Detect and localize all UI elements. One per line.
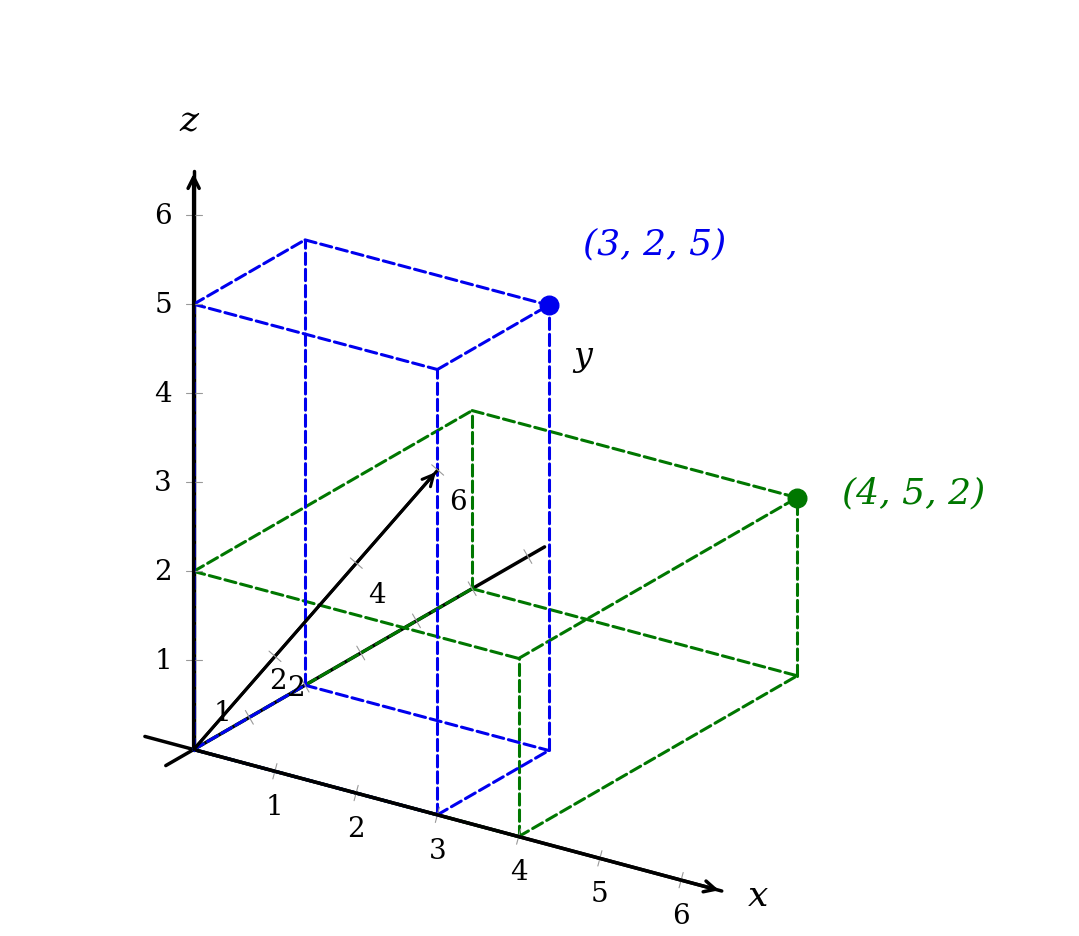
Text: z: z (179, 105, 199, 139)
Text: 4: 4 (368, 581, 386, 608)
Text: 5: 5 (154, 291, 172, 318)
Text: 4: 4 (154, 380, 172, 407)
Text: y: y (574, 341, 592, 373)
Text: 2: 2 (270, 667, 287, 694)
Text: (3, 2, 5): (3, 2, 5) (584, 227, 726, 261)
Text: 3: 3 (154, 469, 172, 496)
Text: 6: 6 (450, 489, 467, 515)
Text: 1: 1 (154, 648, 172, 674)
Text: 1: 1 (267, 793, 284, 820)
Text: 4: 4 (509, 858, 528, 885)
Text: 2: 2 (154, 558, 172, 585)
Text: 2: 2 (347, 815, 365, 841)
Text: (4, 5, 2): (4, 5, 2) (842, 476, 985, 510)
Text: 6: 6 (154, 202, 172, 229)
Text: 6: 6 (672, 902, 689, 929)
Text: 2: 2 (287, 675, 304, 701)
Text: 3: 3 (428, 837, 447, 864)
Text: 1: 1 (214, 699, 232, 726)
Text: x: x (748, 878, 768, 913)
Point (541, 299, 558, 314)
Text: 5: 5 (591, 880, 609, 907)
Point (789, 490, 806, 505)
